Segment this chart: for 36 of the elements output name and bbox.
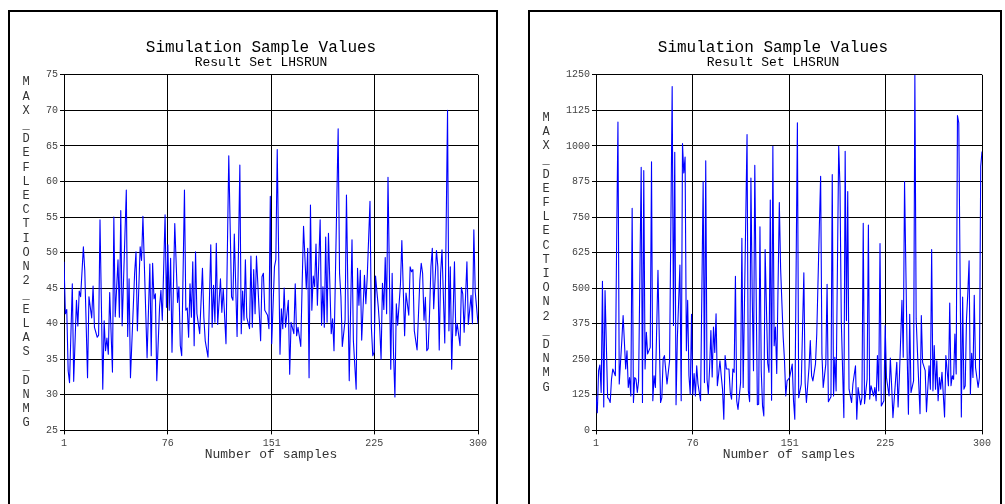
chart-subtitle: Result Set LHSRUN: [706, 55, 840, 71]
y-tick-label: 60: [45, 176, 58, 188]
y-tick-label: 45: [45, 282, 58, 294]
y-tick-label: 1125: [565, 105, 590, 116]
x-tick-label: 300: [972, 438, 992, 450]
y-tick-label: 500: [571, 282, 590, 294]
x-tick-label: 225: [876, 438, 895, 450]
x-tick-label: 225: [365, 438, 384, 450]
x-tick-label: 1: [60, 438, 68, 450]
x-tick-label: 300: [468, 438, 488, 450]
y-tick-label: 750: [571, 211, 590, 223]
y-tick-label: 30: [45, 389, 58, 401]
chart-title: Simulation Sample Values: [145, 38, 377, 57]
y-tick-label: 70: [45, 105, 58, 116]
y-tick-label: 55: [45, 211, 58, 223]
y-tick-label: 250: [571, 353, 590, 365]
y-tick-label: 50: [45, 247, 58, 259]
y-tick-label: 875: [571, 176, 590, 188]
y-tick-label: 0: [583, 425, 590, 437]
x-tick-label: 76: [686, 438, 699, 450]
x-tick-label: 76: [161, 438, 174, 450]
y-tick-label: 40: [45, 318, 58, 330]
text: MAX_DEFLECTION2_DNMG: [542, 110, 550, 395]
chart-title: Simulation Sample Values: [657, 38, 889, 57]
y-tick-label: 625: [571, 247, 590, 259]
chart-subtitle: Result Set LHSRUN: [194, 55, 328, 71]
y-tick-label: 75: [45, 69, 58, 81]
y-tick-label: 1000: [565, 140, 590, 152]
y-tick-label: 65: [45, 140, 58, 152]
text: MAX_DEFLECTION2_ELAS_DNMG: [22, 75, 30, 431]
y-tick-label: 375: [571, 318, 590, 330]
y-tick-label: 35: [45, 353, 58, 365]
y-tick-label: 125: [571, 389, 590, 401]
y-tick-label: 25: [45, 425, 58, 437]
x-tick-label: 1: [593, 438, 600, 450]
y-tick-label: 1250: [565, 69, 590, 81]
